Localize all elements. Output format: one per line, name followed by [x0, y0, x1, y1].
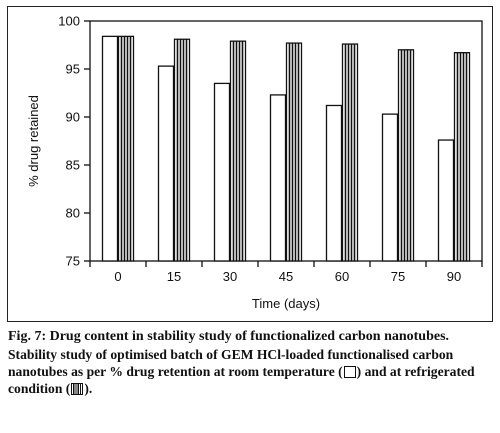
bar-room-temperature	[437, 139, 455, 262]
x-tick-label: 45	[279, 269, 293, 284]
x-tick-label: 30	[223, 269, 237, 284]
x-tick-label: 0	[114, 269, 121, 284]
bar-chart: 75 80 85 90 95 100 0 15 30 45 60 75 90 Time (days) % d…	[26, 14, 483, 311]
caption-body-middle: ) and at refrigerated condition (	[8, 364, 475, 396]
bar-room-temperature	[381, 113, 399, 262]
y-tick-label: 100	[58, 14, 80, 29]
figure-caption: Fig. 7: Drug content in stability study …	[8, 328, 492, 397]
bar-room-temperature	[101, 35, 119, 262]
bar-room-temperature	[269, 94, 287, 262]
y-axis-label: % drug retained	[26, 95, 41, 187]
x-tick-label: 15	[167, 269, 181, 284]
y-tick-label: 85	[66, 158, 80, 173]
caption-body-suffix: ).	[84, 381, 93, 396]
x-axis-label: Time (days)	[252, 296, 320, 311]
x-tick-label: 75	[391, 269, 405, 284]
x-tick-label: 90	[447, 269, 461, 284]
caption-title: Fig. 7: Drug content in stability study …	[8, 329, 450, 344]
hollow-bar-legend-icon	[343, 366, 356, 378]
x-tick-label: 60	[335, 269, 349, 284]
bar-room-temperature	[213, 82, 231, 262]
y-tick-label: 90	[66, 110, 80, 125]
y-tick-label: 95	[66, 62, 80, 77]
bar-room-temperature	[325, 104, 343, 262]
figure-frame: 75 80 85 90 95 100 0 15 30 45 60 75 90 Time (days) % d…	[7, 6, 493, 322]
y-tick-label: 75	[66, 254, 80, 269]
caption-body: Stability study of optimised batch of GE…	[8, 346, 492, 397]
striped-bar-legend-icon	[71, 383, 84, 395]
y-tick-label: 80	[66, 206, 80, 221]
bar-room-temperature	[157, 65, 175, 262]
caption-body-prefix: Stability study of optimised batch of GE…	[8, 347, 454, 379]
